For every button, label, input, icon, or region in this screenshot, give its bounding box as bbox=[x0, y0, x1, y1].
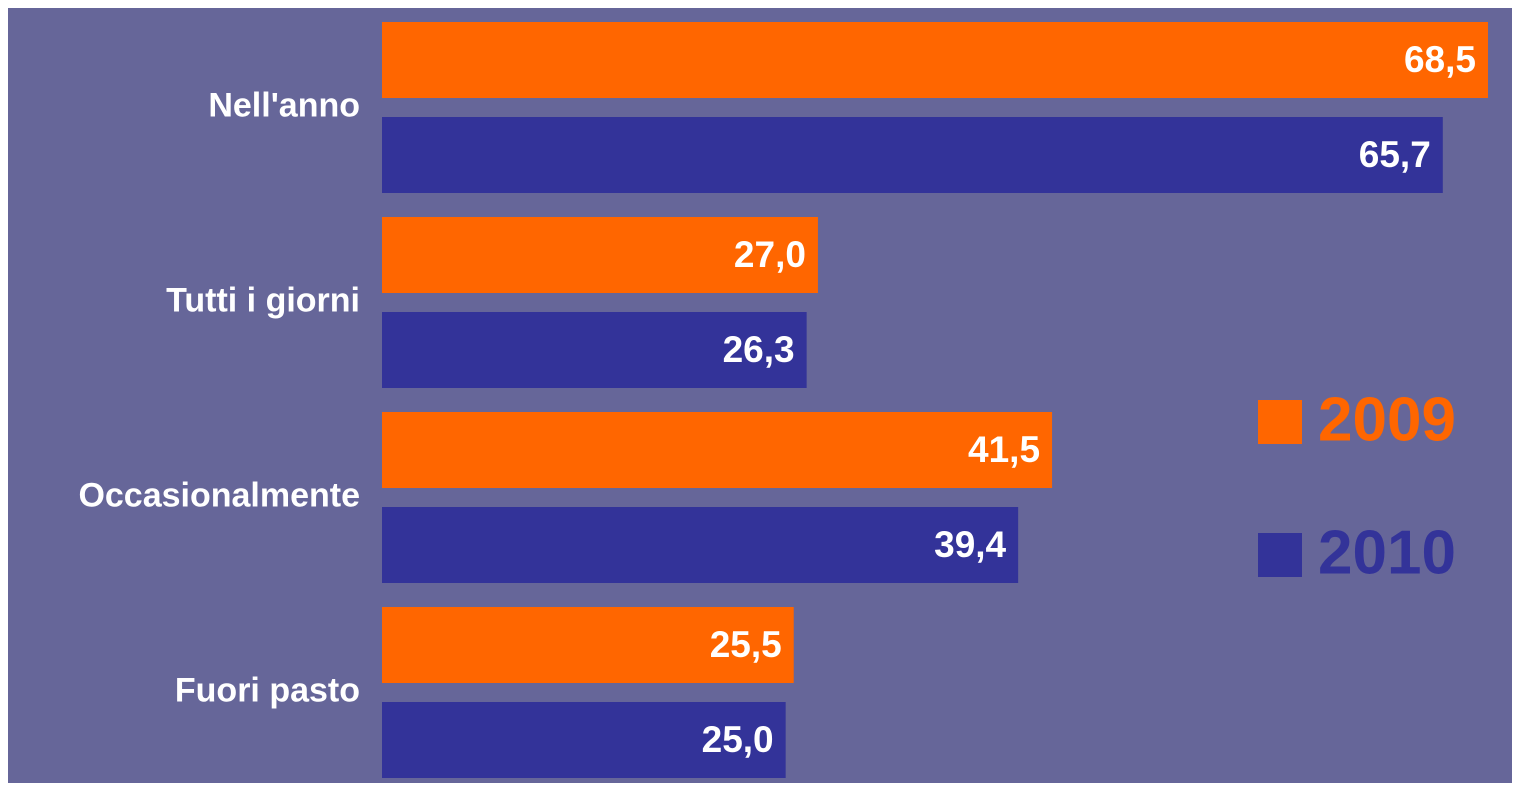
bar bbox=[382, 507, 1019, 583]
value-label: 41,5 bbox=[968, 429, 1040, 470]
bar bbox=[382, 702, 786, 778]
bar bbox=[382, 312, 807, 388]
bar bbox=[382, 22, 1488, 98]
bar bbox=[382, 412, 1053, 488]
bar bbox=[382, 607, 794, 683]
legend-label: 2009 bbox=[1318, 385, 1456, 454]
value-label: 25,0 bbox=[702, 719, 774, 760]
category-label: Tutti i giorni bbox=[166, 281, 360, 319]
category-label: Fuori pasto bbox=[175, 671, 360, 709]
legend-swatch bbox=[1258, 533, 1302, 577]
value-label: 27,0 bbox=[734, 234, 806, 275]
legend-swatch bbox=[1258, 400, 1302, 444]
value-label: 25,5 bbox=[710, 624, 782, 665]
bar bbox=[382, 117, 1443, 193]
value-label: 39,4 bbox=[934, 524, 1006, 565]
legend-label: 2010 bbox=[1318, 518, 1456, 587]
bar bbox=[382, 217, 818, 293]
category-label: Nell'anno bbox=[208, 86, 360, 124]
value-label: 26,3 bbox=[723, 329, 795, 370]
value-label: 65,7 bbox=[1359, 134, 1431, 175]
value-label: 68,5 bbox=[1404, 39, 1476, 80]
category-label: Occasionalmente bbox=[78, 476, 360, 514]
